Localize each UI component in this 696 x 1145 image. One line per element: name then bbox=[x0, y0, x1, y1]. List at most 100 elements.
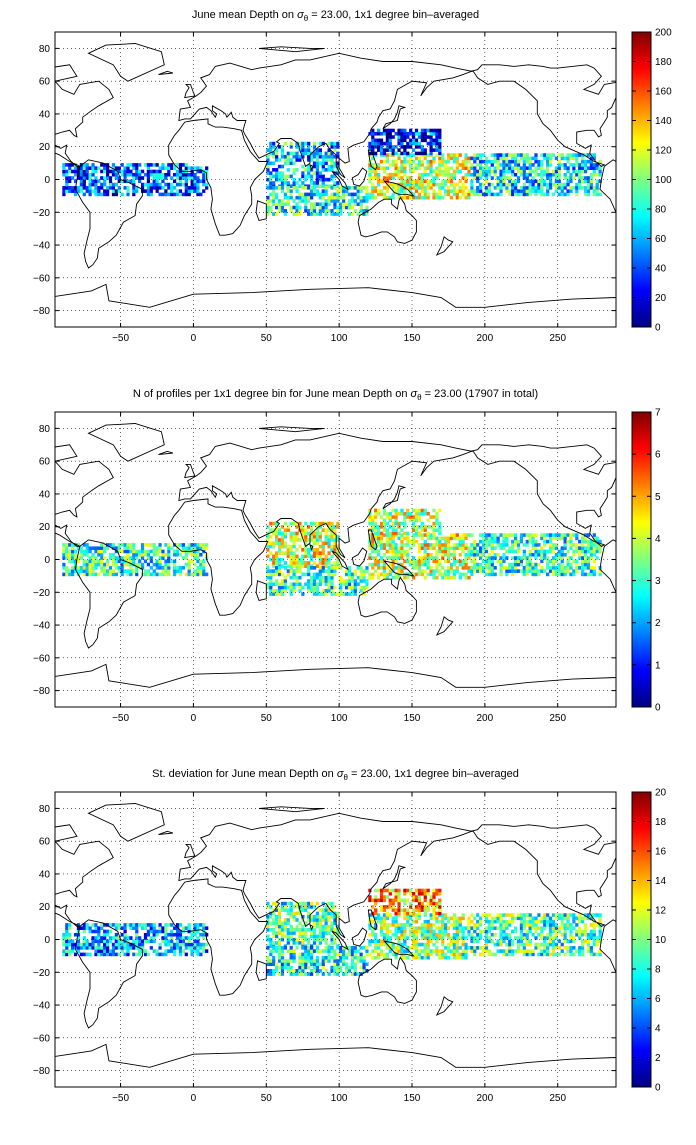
data-cell bbox=[590, 183, 593, 187]
x-tick-label: 150 bbox=[404, 713, 421, 724]
data-cell bbox=[179, 173, 182, 177]
data-cell bbox=[266, 935, 269, 939]
data-cell bbox=[319, 155, 322, 159]
data-cell bbox=[167, 186, 170, 190]
data-cell bbox=[470, 533, 473, 537]
data-cell bbox=[173, 180, 176, 184]
data-cell bbox=[406, 912, 409, 916]
data-cell bbox=[97, 926, 100, 930]
data-cell bbox=[427, 956, 430, 960]
data-cell bbox=[132, 946, 135, 950]
data-cell bbox=[540, 173, 543, 177]
data-cell bbox=[383, 943, 386, 947]
data-cell bbox=[444, 569, 447, 573]
data-cell bbox=[418, 160, 421, 164]
data-cell bbox=[86, 186, 89, 190]
data-cell bbox=[348, 566, 351, 570]
data-cell bbox=[74, 953, 77, 957]
y-tick-label: 60 bbox=[39, 77, 51, 88]
data-cell bbox=[444, 917, 447, 921]
data-cell bbox=[374, 569, 377, 573]
data-cell bbox=[374, 943, 377, 947]
data-cell bbox=[103, 940, 106, 944]
data-cell bbox=[464, 546, 467, 550]
data-cell bbox=[109, 940, 112, 944]
data-cell bbox=[429, 537, 432, 541]
data-cell bbox=[68, 543, 71, 547]
data-cell bbox=[392, 135, 395, 139]
data-cell bbox=[392, 953, 395, 957]
data-cell bbox=[392, 576, 395, 580]
data-cell bbox=[485, 566, 488, 570]
data-cell bbox=[383, 899, 386, 903]
data-cell bbox=[275, 541, 278, 545]
data-cell bbox=[441, 953, 444, 957]
data-cell bbox=[546, 160, 549, 164]
data-cell bbox=[421, 148, 424, 152]
data-cell bbox=[429, 160, 432, 164]
data-cell bbox=[523, 543, 526, 547]
data-cell bbox=[293, 181, 296, 185]
data-cell bbox=[188, 923, 191, 927]
data-cell bbox=[205, 543, 208, 547]
colorbar-tick-label: 2 bbox=[655, 618, 661, 629]
data-cell bbox=[531, 553, 534, 557]
data-cell bbox=[549, 543, 552, 547]
data-cell bbox=[272, 569, 275, 573]
data-cell bbox=[432, 543, 435, 547]
data-cell bbox=[316, 532, 319, 536]
data-cell bbox=[427, 129, 430, 133]
data-cell bbox=[392, 152, 395, 156]
data-cell bbox=[144, 933, 147, 937]
data-cell bbox=[170, 933, 173, 937]
data-cell bbox=[470, 550, 473, 554]
data-cell bbox=[62, 949, 65, 953]
data-cell bbox=[304, 206, 307, 210]
data-cell bbox=[432, 943, 435, 947]
data-cell bbox=[564, 553, 567, 557]
data-cell bbox=[520, 193, 523, 197]
data-cell bbox=[272, 522, 275, 526]
data-cell bbox=[284, 196, 287, 200]
data-cell bbox=[89, 946, 92, 950]
data-cell bbox=[453, 183, 456, 187]
data-cell bbox=[499, 170, 502, 174]
data-cell bbox=[511, 173, 514, 177]
data-cell bbox=[447, 189, 450, 193]
data-cell bbox=[153, 563, 156, 567]
data-cell bbox=[319, 535, 322, 539]
data-cell bbox=[348, 576, 351, 580]
data-cell bbox=[173, 560, 176, 564]
data-cell bbox=[392, 509, 395, 513]
data-cell bbox=[272, 189, 275, 193]
data-cell bbox=[91, 569, 94, 573]
data-cell bbox=[572, 186, 575, 190]
data-cell bbox=[377, 183, 380, 187]
data-cell bbox=[400, 129, 403, 133]
data-cell bbox=[529, 563, 532, 567]
data-cell bbox=[511, 930, 514, 934]
data-cell bbox=[459, 926, 462, 930]
data-cell bbox=[505, 186, 508, 190]
data-cell bbox=[415, 152, 418, 156]
data-cell bbox=[348, 199, 351, 203]
data-cell bbox=[427, 920, 430, 924]
data-cell bbox=[275, 921, 278, 925]
data-cell bbox=[362, 569, 365, 573]
data-cell bbox=[269, 193, 272, 197]
data-cell bbox=[392, 176, 395, 180]
data-cell bbox=[502, 180, 505, 184]
data-cell bbox=[403, 160, 406, 164]
data-cell bbox=[508, 923, 511, 927]
data-cell bbox=[444, 930, 447, 934]
data-cell bbox=[307, 928, 310, 932]
data-cell bbox=[403, 892, 406, 896]
data-cell bbox=[281, 152, 284, 156]
data-cell bbox=[400, 899, 403, 903]
data-cell bbox=[275, 573, 278, 577]
data-cell bbox=[581, 573, 584, 577]
data-cell bbox=[427, 563, 430, 567]
data-cell bbox=[266, 168, 269, 172]
data-cell bbox=[537, 543, 540, 547]
data-cell bbox=[176, 183, 179, 187]
